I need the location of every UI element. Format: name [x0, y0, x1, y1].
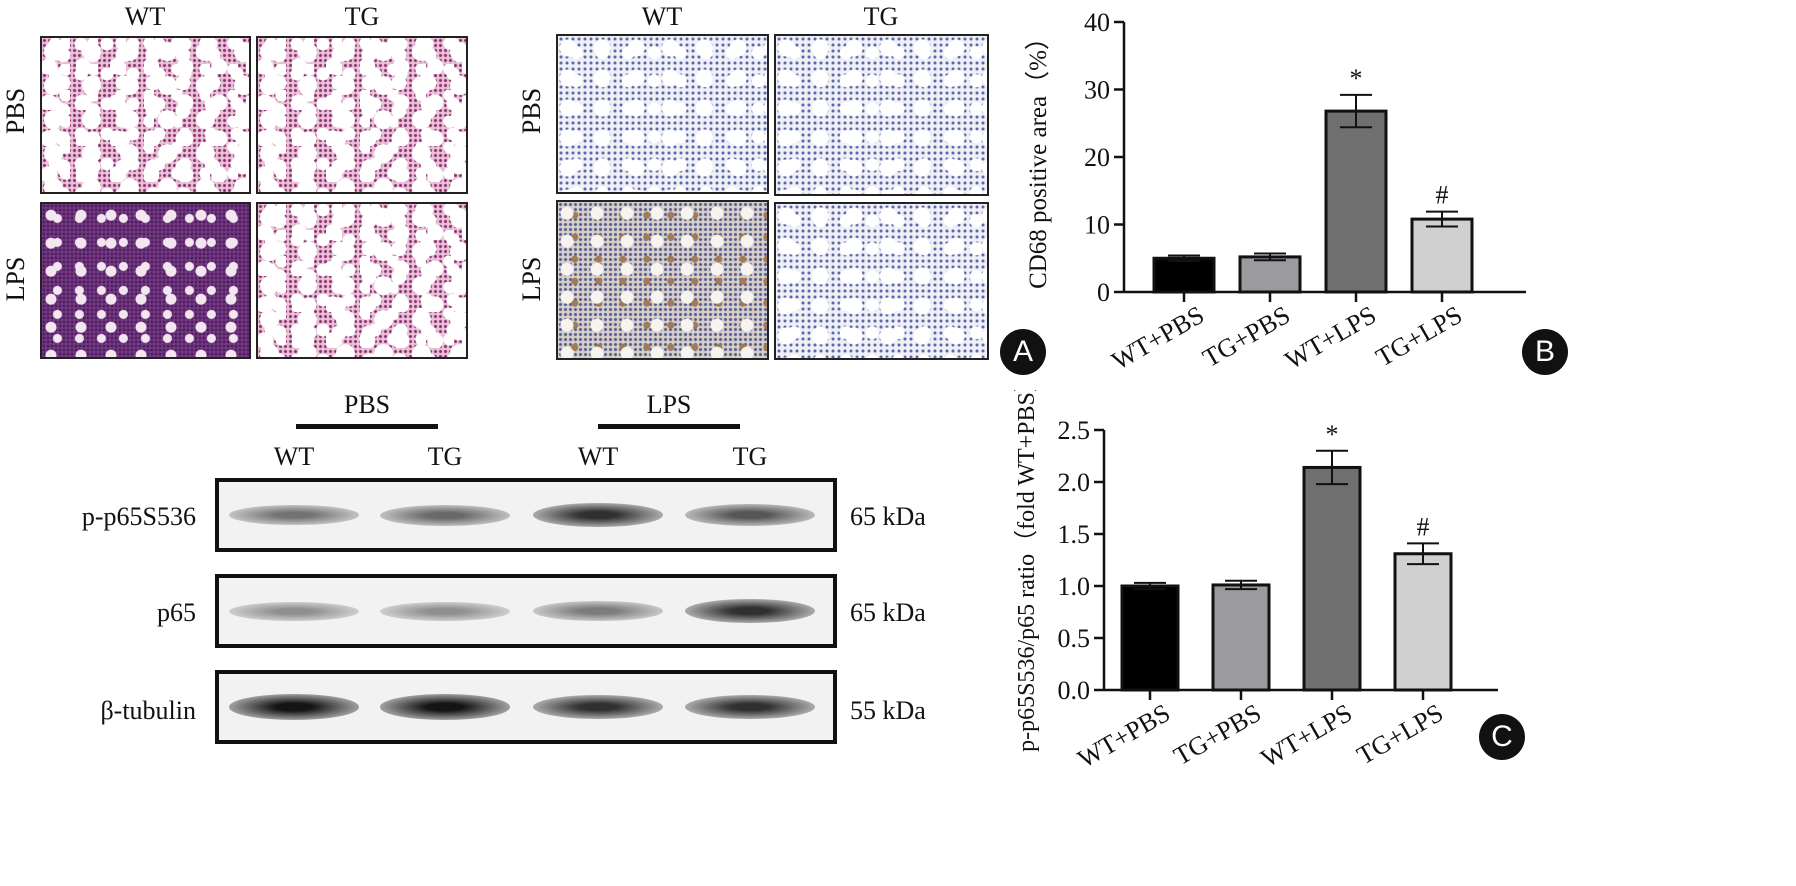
wb-blot-p65 [215, 574, 837, 648]
wb-band [685, 599, 815, 623]
wb-group-label-pbs: PBS [343, 390, 391, 419]
wb-band [229, 504, 359, 526]
ihc-row-label-lps: LPS [517, 256, 546, 302]
wb-lane-label-2: TG [427, 442, 463, 471]
he-row-label-pbs: PBS [1, 87, 30, 135]
bar [1211, 583, 1271, 692]
bar [1302, 465, 1362, 692]
wb-band [380, 694, 510, 720]
ihc-col-label-wt: WT [641, 2, 683, 31]
ihc-col-label-tg: TG [863, 2, 899, 31]
significance-mark: # [1417, 512, 1430, 541]
x-tick-label: WT+LPS [1280, 300, 1381, 375]
y-tick-label: 20 [1084, 143, 1110, 172]
wb-band [685, 695, 815, 719]
wb-label-p-p65: p-p65S536 [81, 502, 196, 531]
x-tick-label: TG+PBS [1198, 300, 1295, 373]
wb-blot-beta-tubulin [215, 670, 837, 744]
y-tick-label: 0.5 [1058, 624, 1091, 653]
wb-group-label-lps: LPS [646, 390, 692, 419]
he-image-wt-lps [40, 202, 251, 359]
he-image-tg-lps [256, 202, 468, 359]
ihc-image-wt-pbs [556, 34, 769, 194]
he-col-label-wt: WT [124, 2, 166, 31]
bar [1120, 584, 1180, 692]
ihc-row-label-pbs: PBS [517, 87, 546, 135]
panel-badge-b: B [1522, 329, 1568, 375]
wb-band [229, 694, 359, 720]
bar [1152, 256, 1216, 294]
y-tick-label: 1.0 [1058, 572, 1091, 601]
wb-lane-label-3: WT [577, 442, 619, 471]
y-tick-label: 2.5 [1058, 416, 1091, 445]
bar [1238, 255, 1302, 294]
ihc-image-wt-lps [556, 200, 769, 360]
bar [1410, 217, 1474, 294]
wb-label-p65: p65 [157, 598, 196, 627]
wb-band [380, 504, 510, 526]
y-tick-label: 2.0 [1058, 468, 1091, 497]
chart-c: 0.0 0.5 1.0 1.5 2.0 2.5 p-p65S536/p65 ratio（fo… [1014, 390, 1498, 774]
wb-kda-beta-tubulin: 55 kDa [850, 696, 926, 725]
ihc-image-tg-lps [774, 202, 989, 360]
x-tick-label: WT+PBS [1107, 300, 1209, 376]
he-col-label-tg: TG [344, 2, 380, 31]
wb-band [533, 601, 663, 621]
x-tick-label: TG+LPS [1352, 698, 1448, 770]
y-tick-label: 0 [1097, 278, 1110, 307]
bar [1324, 109, 1388, 294]
wb-band [229, 601, 359, 621]
x-tick-label: TG+LPS [1371, 300, 1467, 372]
ihc-image-tg-pbs [774, 34, 989, 196]
panel-badge-a: A [1000, 329, 1046, 375]
wb-band [533, 695, 663, 719]
wb-lane-label-1: WT [273, 442, 315, 471]
wb-band [533, 503, 663, 527]
x-tick-label: TG+PBS [1169, 698, 1266, 771]
wb-group-line-pbs [296, 424, 438, 429]
wb-kda-p-p65: 65 kDa [850, 502, 926, 531]
y-tick-label: 10 [1084, 211, 1110, 240]
x-tick-label: WT+PBS [1073, 698, 1175, 774]
chart-b: 0 10 20 30 40 CD68 positive area（%） WT+PBSTG+P… [1024, 8, 1526, 376]
y-tick-label: 1.5 [1058, 520, 1091, 549]
wb-blot-p-p65 [215, 478, 837, 552]
y-axis-label: CD68 positive area（%） [1024, 25, 1052, 289]
y-tick-label: 0.0 [1058, 676, 1091, 705]
y-axis-label: p-p65S536/p65 ratio（fold WT+PBS） [1014, 390, 1040, 752]
wb-kda-p65: 65 kDa [850, 598, 926, 627]
significance-mark: # [1436, 181, 1449, 210]
x-tick-label: WT+LPS [1256, 698, 1357, 773]
wb-band [380, 601, 510, 621]
panel-badge-c: C [1479, 714, 1525, 760]
bar [1393, 552, 1453, 692]
wb-label-beta-tubulin: β-tubulin [100, 696, 196, 725]
wb-band [685, 504, 815, 526]
wb-group-line-lps [598, 424, 740, 429]
he-image-wt-pbs [40, 36, 251, 194]
significance-mark: * [1350, 64, 1363, 93]
wb-lane-label-4: TG [732, 442, 768, 471]
y-tick-label: 30 [1084, 76, 1110, 105]
he-image-tg-pbs [256, 36, 468, 194]
he-row-label-lps: LPS [1, 256, 30, 302]
significance-mark: * [1326, 420, 1339, 449]
y-tick-label: 40 [1084, 8, 1110, 37]
